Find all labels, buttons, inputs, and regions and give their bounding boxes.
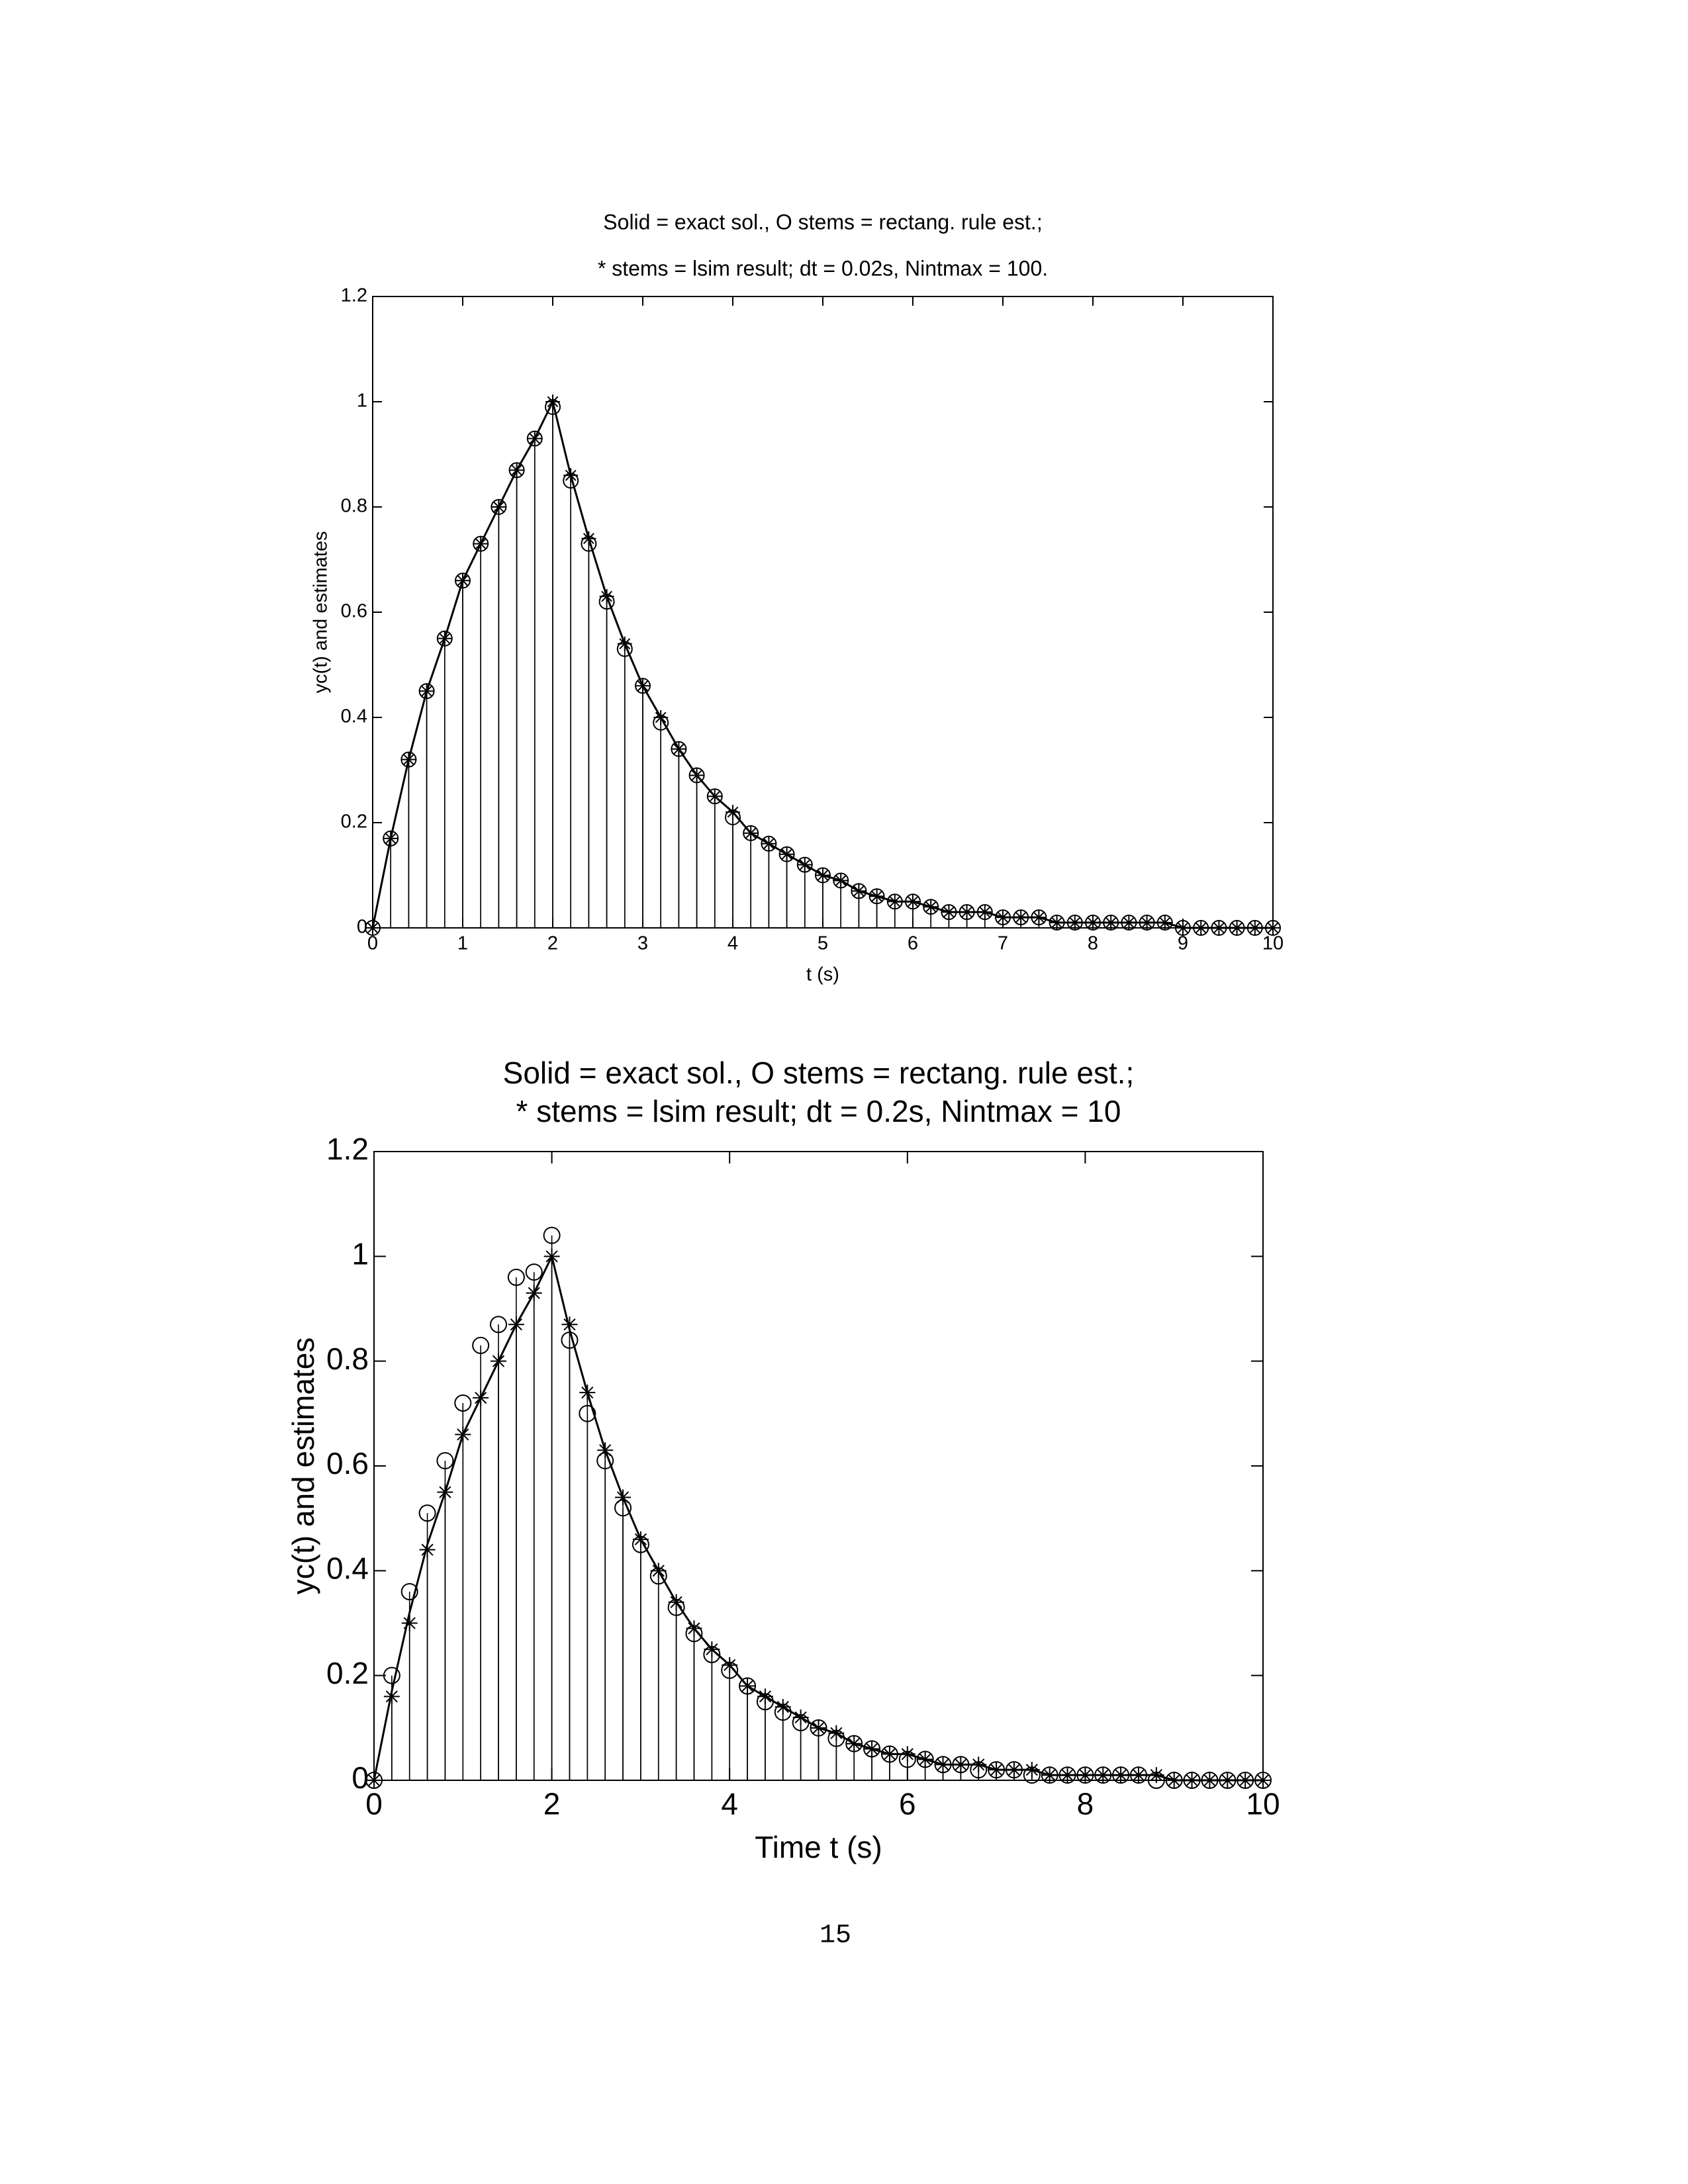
chart-subtitle: * stems = lsim result; dt = 0.2s, Nintma… <box>516 1094 1121 1128</box>
x-tick-label: 4 <box>721 1786 738 1821</box>
chart-title: Solid = exact sol., O stems = rectang. r… <box>503 1056 1135 1090</box>
x-tick-label: 0 <box>367 933 378 954</box>
y-tick-label: 0.4 <box>341 706 367 727</box>
x-tick-label: 6 <box>899 1786 916 1821</box>
page-number: 15 <box>820 1921 851 1951</box>
x-tick-label: 8 <box>1077 1786 1094 1821</box>
y-tick-label: 0.8 <box>326 1342 369 1376</box>
exact-curve <box>373 1253 1263 1782</box>
y-tick-label: 0.6 <box>326 1446 369 1480</box>
y-tick-label: 1.2 <box>341 285 367 306</box>
circle-marker <box>436 1452 454 1470</box>
x-tick-label: 7 <box>998 933 1008 954</box>
x-tick-label: 2 <box>543 1786 561 1821</box>
x-tick-label: 0 <box>365 1786 383 1821</box>
x-tick-label: 8 <box>1088 933 1098 954</box>
exact-curve <box>371 398 1273 929</box>
chart-subtitle: * stems = lsim result; dt = 0.02s, Nintm… <box>598 256 1048 280</box>
y-tick-label: 1.2 <box>326 1132 369 1166</box>
chart-title: Solid = exact sol., O stems = rectang. r… <box>603 210 1042 234</box>
x-axis-label: t (s) <box>806 964 839 985</box>
y-axis-label: yc(t) and estimates <box>286 1338 320 1595</box>
circle-marker <box>490 1316 508 1334</box>
x-tick-label: 6 <box>908 933 918 954</box>
y-tick-label: 0.2 <box>326 1656 369 1690</box>
circle-marker <box>472 1336 490 1354</box>
x-axis-label: Time t (s) <box>755 1830 882 1864</box>
y-axis-label: yc(t) and estimates <box>310 531 332 694</box>
x-tick-label: 1 <box>457 933 468 954</box>
y-tick-label: 0 <box>357 917 367 938</box>
x-tick-label: 10 <box>1262 933 1284 954</box>
x-tick-label: 9 <box>1178 933 1188 954</box>
y-tick-label: 1 <box>357 390 367 412</box>
y-tick-label: 0.6 <box>341 601 367 622</box>
y-tick-label: 0.4 <box>326 1551 369 1585</box>
x-tick-label: 10 <box>1246 1786 1280 1821</box>
star-marker <box>419 1541 436 1558</box>
star-marker <box>383 1688 400 1705</box>
star-marker <box>561 1316 578 1333</box>
y-tick-label: 0.8 <box>341 496 367 517</box>
star-marker <box>401 1615 418 1631</box>
circle-marker <box>525 1263 543 1281</box>
circle-marker <box>383 1666 400 1684</box>
x-tick-label: 3 <box>637 933 648 954</box>
circle-marker <box>400 1583 418 1600</box>
circle-marker <box>507 1269 525 1286</box>
circle-marker <box>418 1504 436 1522</box>
x-tick-label: 5 <box>818 933 828 954</box>
y-tick-label: 0.2 <box>341 811 367 833</box>
circle-marker <box>454 1394 472 1412</box>
y-tick-label: 1 <box>352 1236 369 1271</box>
circle-marker <box>543 1226 561 1244</box>
x-tick-label: 4 <box>727 933 738 954</box>
x-tick-label: 2 <box>547 933 558 954</box>
